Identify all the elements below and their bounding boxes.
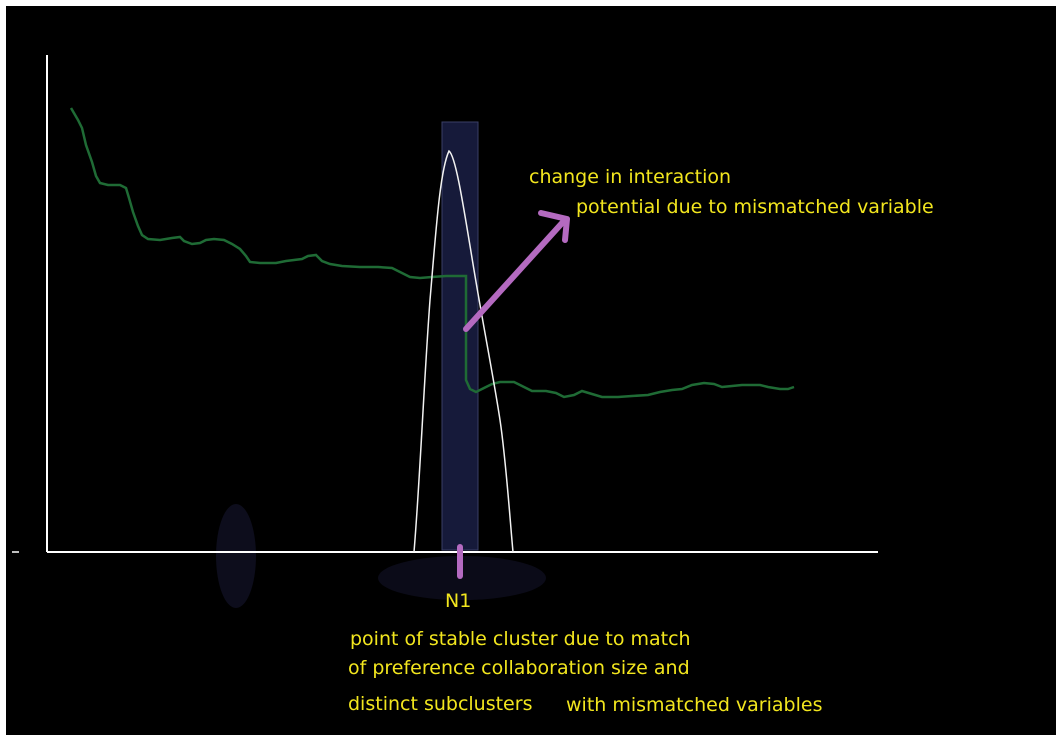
shadow-blob-left	[216, 504, 256, 608]
black-panel	[6, 6, 1056, 735]
green-curve	[69, 107, 795, 399]
interaction-label-line2: potential due to mismatched variable	[576, 196, 934, 218]
arrow-up-right	[463, 210, 570, 332]
peak-curve	[413, 149, 514, 553]
stable-cluster-line3a: distinct subclusters	[348, 693, 533, 715]
stable-cluster-line2: of preference collaboration size and	[348, 657, 690, 679]
interaction-label-line1: change in interaction	[529, 166, 732, 188]
peak-label: N1	[445, 590, 472, 612]
stable-cluster-line3b: with mismatched variables	[566, 694, 823, 716]
stable-cluster-line1: point of stable cluster due to match	[350, 628, 691, 650]
highlight-band	[441, 121, 479, 551]
